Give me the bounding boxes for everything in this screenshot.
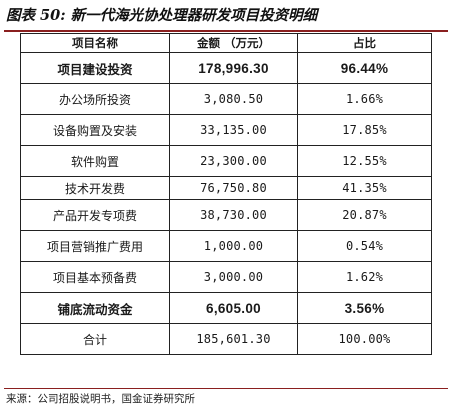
- source-note: 来源：公司招股说明书，国金证券研究所: [6, 393, 195, 405]
- header-amount: 金额 （万元）: [169, 33, 298, 53]
- source-divider: [4, 388, 448, 389]
- row-share: 96.44%: [297, 52, 432, 84]
- row-amount: 3,000.00: [169, 261, 298, 293]
- row-amount: 23,300.00: [169, 145, 298, 177]
- table-row: 软件购置 23,300.00 12.55%: [20, 145, 432, 177]
- row-share: 20.87%: [297, 199, 432, 231]
- table-row: 产品开发专项费 38,730.00 20.87%: [20, 199, 432, 231]
- row-share: 100.00%: [297, 323, 432, 355]
- row-amount: 76,750.80: [169, 176, 298, 200]
- row-share: 17.85%: [297, 114, 432, 146]
- row-name: 项目营销推广费用: [20, 230, 170, 262]
- table-row: 铺底流动资金 6,605.00 3.56%: [20, 292, 432, 324]
- row-name: 软件购置: [20, 145, 170, 177]
- row-share: 41.35%: [297, 176, 432, 200]
- table-row: 项目营销推广费用 1,000.00 0.54%: [20, 230, 432, 262]
- row-amount: 178,996.30: [169, 52, 298, 84]
- header-share: 占比: [297, 33, 432, 53]
- row-share: 12.55%: [297, 145, 432, 177]
- row-name: 合计: [20, 323, 170, 355]
- row-amount: 33,135.00: [169, 114, 298, 146]
- row-share: 3.56%: [297, 292, 432, 324]
- row-amount: 185,601.30: [169, 323, 298, 355]
- table-row: 项目基本预备费 3,000.00 1.62%: [20, 261, 432, 293]
- row-name: 技术开发费: [20, 176, 170, 200]
- row-name: 办公场所投资: [20, 83, 170, 115]
- table-row: 办公场所投资 3,080.50 1.66%: [20, 83, 432, 115]
- investment-table: 项目名称 金额 （万元） 占比 项目建设投资 178,996.30 96.44%…: [20, 33, 432, 355]
- table-total-row: 合计 185,601.30 100.00%: [20, 323, 432, 355]
- table-row: 设备购置及安装 33,135.00 17.85%: [20, 114, 432, 146]
- table-header-row: 项目名称 金额 （万元） 占比: [20, 33, 432, 53]
- row-name: 产品开发专项费: [20, 199, 170, 231]
- title-divider: [4, 30, 448, 32]
- row-amount: 1,000.00: [169, 230, 298, 262]
- figure-title: 图表 50: 新一代海光协处理器研发项目投资明细: [6, 7, 318, 24]
- row-name: 项目基本预备费: [20, 261, 170, 293]
- row-name: 设备购置及安装: [20, 114, 170, 146]
- table-row: 项目建设投资 178,996.30 96.44%: [20, 52, 432, 84]
- row-share: 0.54%: [297, 230, 432, 262]
- row-amount: 38,730.00: [169, 199, 298, 231]
- row-name: 铺底流动资金: [20, 292, 170, 324]
- header-project-name: 项目名称: [20, 33, 170, 53]
- table-row: 技术开发费 76,750.80 41.35%: [20, 176, 432, 200]
- row-amount: 3,080.50: [169, 83, 298, 115]
- row-share: 1.66%: [297, 83, 432, 115]
- row-name: 项目建设投资: [20, 52, 170, 84]
- row-share: 1.62%: [297, 261, 432, 293]
- row-amount: 6,605.00: [169, 292, 298, 324]
